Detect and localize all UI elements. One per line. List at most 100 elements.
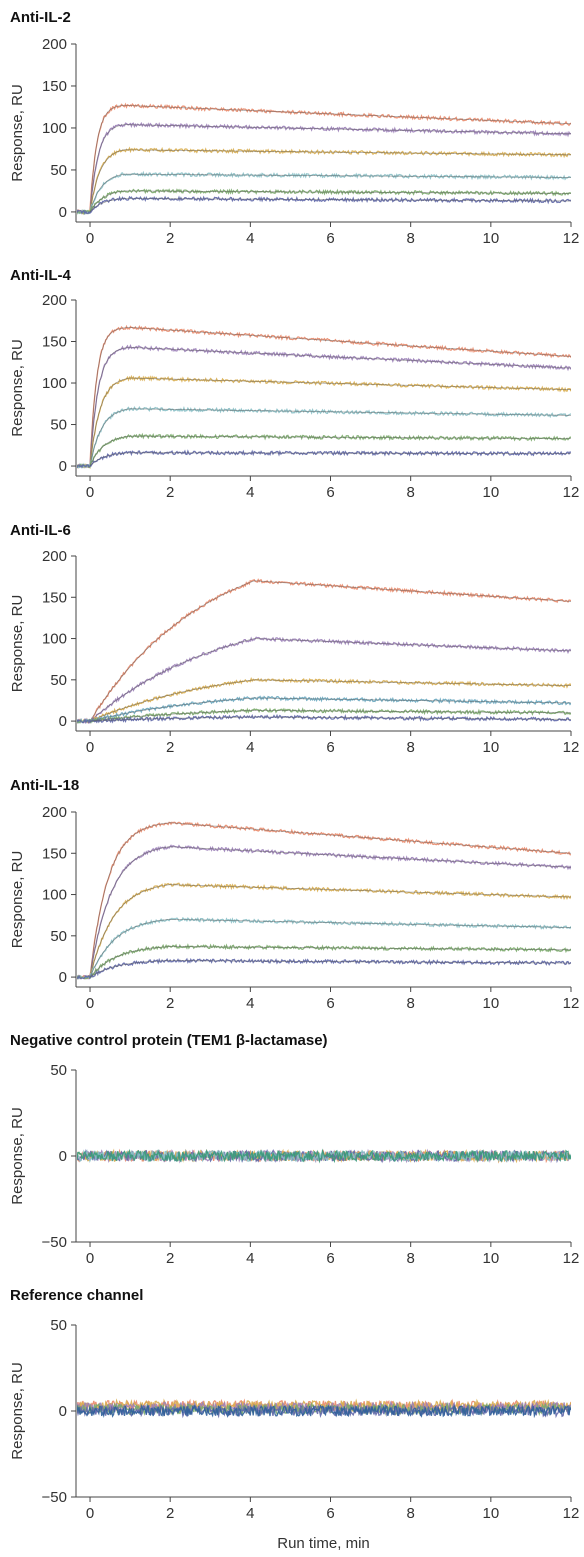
y-tick-label: 150 xyxy=(42,589,67,606)
chart-title: Reference channel xyxy=(10,1287,143,1304)
x-tick-label: 12 xyxy=(563,1250,580,1267)
y-tick-label: 150 xyxy=(42,78,67,95)
y-tick-label: 200 xyxy=(42,804,67,821)
data-series-4 xyxy=(77,170,571,215)
x-tick-label: 8 xyxy=(407,1505,415,1522)
chart-title: Anti-IL-2 xyxy=(10,9,71,26)
x-tick-label: 4 xyxy=(246,230,254,247)
x-tick-label: 6 xyxy=(326,230,334,247)
y-tick-label: 150 xyxy=(42,334,67,351)
y-tick-label: 50 xyxy=(50,417,67,434)
x-tick-label: 4 xyxy=(246,484,254,501)
x-tick-label: 12 xyxy=(563,1505,580,1522)
x-tick-label: 0 xyxy=(86,739,94,756)
chart-panel-5: Negative control protein (TEM1 β-lactama… xyxy=(9,1032,579,1267)
fit-curve-1 xyxy=(89,104,571,212)
x-axis-label: Run time, min xyxy=(277,1535,370,1552)
y-tick-label: 50 xyxy=(50,928,67,945)
chart-title: Anti-IL-18 xyxy=(10,777,79,794)
x-tick-label: 12 xyxy=(563,230,580,247)
fit-curve-1 xyxy=(89,822,571,978)
fit-curve-3 xyxy=(89,884,571,978)
x-tick-label: 0 xyxy=(86,230,94,247)
fit-curve-5 xyxy=(89,435,571,467)
x-tick-label: 6 xyxy=(326,1505,334,1522)
y-tick-label: 50 xyxy=(50,1317,67,1334)
fit-curve-5 xyxy=(89,946,571,978)
x-tick-label: 10 xyxy=(482,1505,499,1522)
y-tick-label: 100 xyxy=(42,887,67,904)
y-tick-label: 100 xyxy=(42,375,67,392)
fit-curve-6 xyxy=(89,960,571,978)
y-tick-label: −50 xyxy=(42,1489,67,1506)
y-axis-label: Response, RU xyxy=(9,339,26,437)
x-tick-label: 4 xyxy=(246,1505,254,1522)
fit-curve-2 xyxy=(89,846,571,978)
x-tick-label: 2 xyxy=(166,230,174,247)
y-tick-label: −50 xyxy=(42,1234,67,1251)
data-series-2 xyxy=(77,636,571,724)
y-tick-label: 50 xyxy=(50,1062,67,1079)
y-axis-label: Response, RU xyxy=(9,1107,26,1205)
y-tick-label: 0 xyxy=(59,1148,67,1165)
fit-curve-2 xyxy=(89,346,571,467)
x-tick-label: 10 xyxy=(482,484,499,501)
y-tick-label: 0 xyxy=(59,969,67,986)
x-tick-label: 4 xyxy=(246,739,254,756)
x-tick-label: 8 xyxy=(407,1250,415,1267)
y-axis-label: Response, RU xyxy=(9,851,26,949)
fit-curve-3 xyxy=(89,377,571,467)
y-tick-label: 0 xyxy=(59,1403,67,1420)
x-tick-label: 4 xyxy=(246,995,254,1012)
x-tick-label: 10 xyxy=(482,230,499,247)
x-tick-label: 10 xyxy=(482,1250,499,1267)
y-tick-label: 100 xyxy=(42,631,67,648)
x-tick-label: 6 xyxy=(326,484,334,501)
fit-curve-1 xyxy=(89,580,571,722)
x-tick-label: 8 xyxy=(407,995,415,1012)
x-tick-label: 12 xyxy=(563,484,580,501)
x-tick-label: 8 xyxy=(407,484,415,501)
y-axis-label: Response, RU xyxy=(9,1362,26,1460)
chart-panel-3: Anti-IL-6 0 50 100 150 200 0 2 4 6 8 10 12 Response, … xyxy=(9,522,579,756)
chart-title: Anti-IL-6 xyxy=(10,522,71,539)
y-tick-label: 100 xyxy=(42,120,67,137)
data-series-5 xyxy=(77,432,571,469)
chart-panel-2: Anti-IL-4 0 50 100 150 200 0 2 4 6 8 10 12 Response, … xyxy=(9,267,579,501)
x-tick-label: 6 xyxy=(326,1250,334,1267)
x-tick-label: 6 xyxy=(326,739,334,756)
y-tick-label: 0 xyxy=(59,713,67,730)
data-series-3 xyxy=(77,374,571,470)
fit-curve-4 xyxy=(89,173,571,213)
fit-curve-4 xyxy=(89,697,571,722)
x-tick-label: 2 xyxy=(166,739,174,756)
chart-panel-6: Reference channel −50 0 50 0 2 4 6 8 10 12 Response… xyxy=(9,1287,579,1552)
x-tick-label: 8 xyxy=(407,230,415,247)
y-axis-label: Response, RU xyxy=(9,595,26,693)
y-axis-label: Response, RU xyxy=(9,84,26,182)
x-tick-label: 10 xyxy=(482,995,499,1012)
data-series-6 xyxy=(77,1403,571,1419)
x-tick-label: 12 xyxy=(563,739,580,756)
x-tick-label: 0 xyxy=(86,1250,94,1267)
data-series-1 xyxy=(77,821,571,979)
x-tick-label: 12 xyxy=(563,995,580,1012)
data-series-2 xyxy=(77,844,571,981)
fit-curve-1 xyxy=(89,326,571,467)
data-series-2 xyxy=(77,344,571,469)
fit-curve-3 xyxy=(89,149,571,212)
chart-title: Anti-IL-4 xyxy=(10,267,71,284)
x-tick-label: 0 xyxy=(86,995,94,1012)
data-series-3 xyxy=(77,882,571,980)
x-tick-label: 10 xyxy=(482,739,499,756)
data-series-1 xyxy=(77,324,571,469)
y-tick-label: 150 xyxy=(42,845,67,862)
fit-curve-4 xyxy=(89,918,571,978)
x-tick-label: 4 xyxy=(246,1250,254,1267)
y-tick-label: 50 xyxy=(50,672,67,689)
fit-curve-5 xyxy=(89,710,571,722)
x-tick-label: 0 xyxy=(86,484,94,501)
chart-title: Negative control protein (TEM1 β-lactama… xyxy=(10,1032,328,1049)
